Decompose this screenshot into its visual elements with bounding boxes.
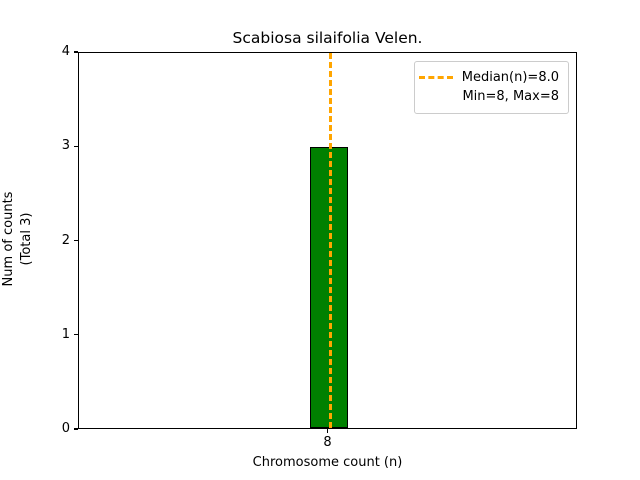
legend-label: Min=8, Max=8 — [462, 89, 559, 104]
ytick-label: 2 — [61, 232, 70, 248]
ytick-label: 3 — [61, 138, 70, 154]
median-line — [328, 53, 332, 428]
legend-entry-minmax: Min=8, Max=8 — [424, 87, 559, 106]
xtick-mark — [326, 429, 329, 433]
ytick-mark — [74, 239, 78, 242]
ytick-label: 0 — [61, 421, 70, 436]
ytick-mark — [74, 145, 78, 147]
blank-line-icon — [419, 95, 453, 98]
ytick-label: 4 — [61, 44, 70, 59]
chart-title: Scabiosa silaifolia Velen. — [232, 29, 423, 47]
ytick-label: 1 — [61, 326, 70, 342]
y-axis-label: Num of counts (Total 3) — [1, 191, 34, 287]
ytick-mark — [74, 51, 78, 53]
ytick-mark — [74, 428, 78, 430]
ytick-mark — [74, 334, 78, 336]
legend-label: Median(n)=8.0 — [461, 70, 559, 85]
plot-area — [78, 52, 577, 429]
xtick-label: 8 — [323, 435, 332, 450]
plot-inner — [79, 53, 576, 428]
dashed-line-icon — [418, 76, 453, 79]
x-axis-label: Chromosome count (n) — [252, 455, 403, 470]
chart-legend: Median(n)=8.0 Min=8, Max=8 — [414, 61, 569, 114]
legend-entry-median: Median(n)=8.0 — [418, 68, 559, 87]
